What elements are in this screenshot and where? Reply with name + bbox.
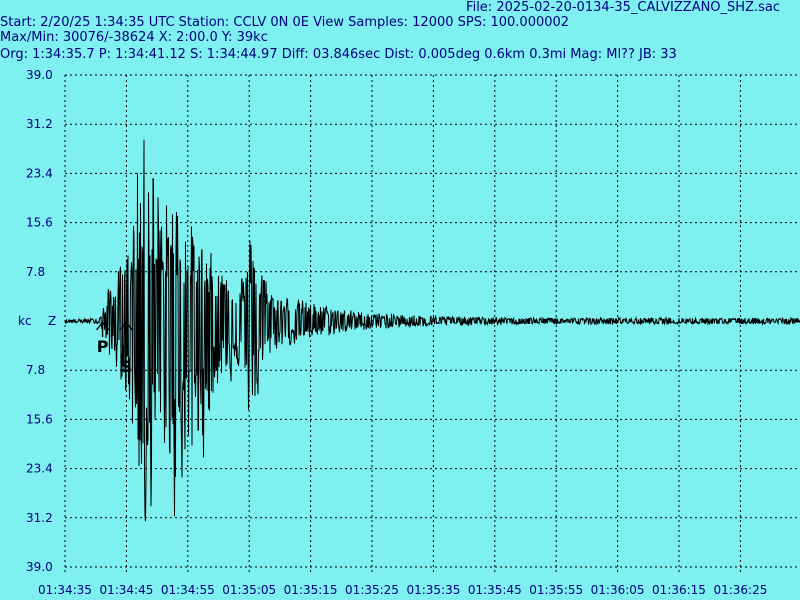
y-axis-ticks: 39.0 31.2 23.4 15.6 7.8 kc 7.8 15.6 23.4 31.2 39.0… bbox=[18, 68, 56, 574]
y-tick-label: 31.2 bbox=[26, 511, 53, 525]
y-tick-label: kc bbox=[18, 314, 32, 328]
x-tick-label: 01:35:25 bbox=[345, 583, 399, 597]
phase-marker-p: P bbox=[96, 320, 110, 356]
file-name-text: File: 2025-02-20-0134-35_CALVIZZANO_SHZ.… bbox=[466, 0, 780, 15]
y-tick-label: 39.0 bbox=[26, 560, 53, 574]
y-tick-label: 7.8 bbox=[26, 265, 45, 279]
y-tick-label: 39.0 bbox=[26, 68, 53, 82]
x-tick-label: 01:34:55 bbox=[161, 583, 215, 597]
y-tick-label: 7.8 bbox=[26, 363, 45, 377]
start-info-text: Start: 2/20/25 1:34:35 UTC Station: CCLV… bbox=[0, 15, 570, 30]
x-tick-label: 01:36:15 bbox=[652, 583, 706, 597]
x-tick-label: 01:35:35 bbox=[406, 583, 460, 597]
seismic-trace bbox=[64, 139, 800, 522]
max-min-text: Max/Min: 30076/-38624 X: 2:00.0 Y: 39kc bbox=[0, 30, 268, 45]
y-tick-label: 15.6 bbox=[26, 412, 53, 426]
x-tick-label: 01:36:25 bbox=[713, 583, 767, 597]
x-tick-label: 01:34:35 bbox=[38, 583, 92, 597]
phase-marker-label: P bbox=[97, 337, 109, 356]
y-tick-label: 15.6 bbox=[26, 216, 53, 230]
y-tick-label: 23.4 bbox=[26, 166, 53, 180]
chart-grid bbox=[64, 74, 800, 575]
x-axis-ticks: 01:34:35 01:34:45 01:34:55 01:35:05 01:35:15… bbox=[38, 583, 767, 597]
x-tick-label: 01:35:15 bbox=[284, 583, 338, 597]
x-tick-label: 01:36:05 bbox=[591, 583, 645, 597]
phase-marker-label: S bbox=[120, 357, 132, 376]
origin-info-text: Org: 1:34:35.7 P: 1:34:41.12 S: 1:34:44.… bbox=[0, 47, 677, 62]
x-tick-label: 01:35:55 bbox=[529, 583, 583, 597]
phase-markers: PS bbox=[96, 320, 133, 376]
y-tick-label: 31.2 bbox=[26, 117, 53, 131]
phase-marker-s: S bbox=[119, 320, 133, 376]
y-tick-label: 23.4 bbox=[26, 462, 53, 476]
x-tick-label: 01:34:45 bbox=[99, 583, 153, 597]
x-tick-label: 01:35:45 bbox=[468, 583, 522, 597]
x-tick-label: 01:35:05 bbox=[222, 583, 276, 597]
channel-label: Z bbox=[48, 314, 56, 328]
